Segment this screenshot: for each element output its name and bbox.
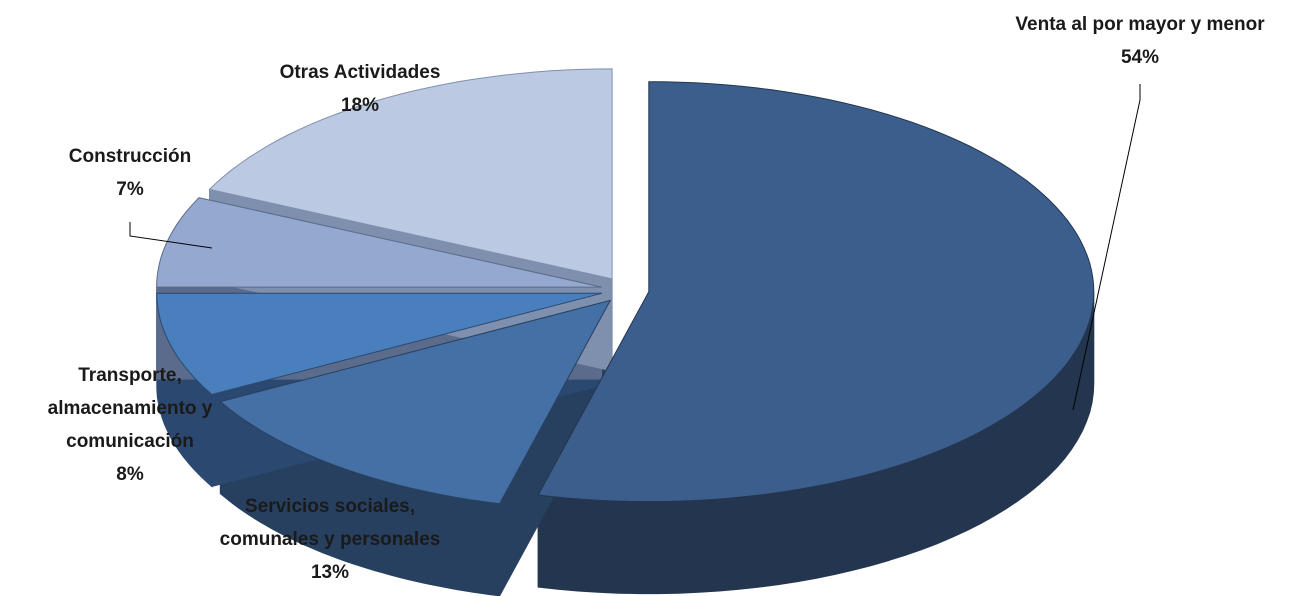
slice-name-label: Otras Actividades (280, 62, 441, 83)
pie-labels: Venta al por mayor y menor 54% Servicios s… (48, 14, 1266, 583)
slice-label: Otras Actividades 18% (280, 62, 441, 116)
slice-value-label: 13% (311, 562, 349, 583)
slice-label: Venta al por mayor y menor 54% (1015, 14, 1265, 68)
slice-name-label: comunales y personales (220, 529, 441, 550)
slice-value-label: 8% (116, 464, 144, 485)
slice-value-label: 18% (341, 95, 379, 116)
slice-name-label: almacenamiento y (48, 398, 213, 419)
slice-name-label: Construcción (69, 146, 191, 167)
pie-tops (156, 68, 1095, 505)
pie-slice (156, 292, 602, 396)
slice-name-label: comunicación (66, 431, 194, 452)
slice-label: Transporte, almacenamiento y comunicación 8… (48, 365, 213, 485)
pie-slice (219, 299, 612, 505)
pie-slice (208, 68, 613, 280)
slice-label: Servicios sociales, comunales y personale… (220, 496, 441, 583)
slice-name-label: Venta al por mayor y menor (1015, 14, 1265, 35)
slice-name-label: Servicios sociales, (245, 496, 415, 517)
pie-slice (537, 81, 1095, 503)
leader-line (1072, 84, 1141, 411)
slice-name-label: Transporte, (78, 365, 181, 386)
slice-value-label: 7% (116, 179, 144, 200)
slice-value-label: 54% (1121, 47, 1159, 68)
slice-label: Construcción 7% (69, 146, 191, 200)
leader-line (129, 222, 213, 249)
